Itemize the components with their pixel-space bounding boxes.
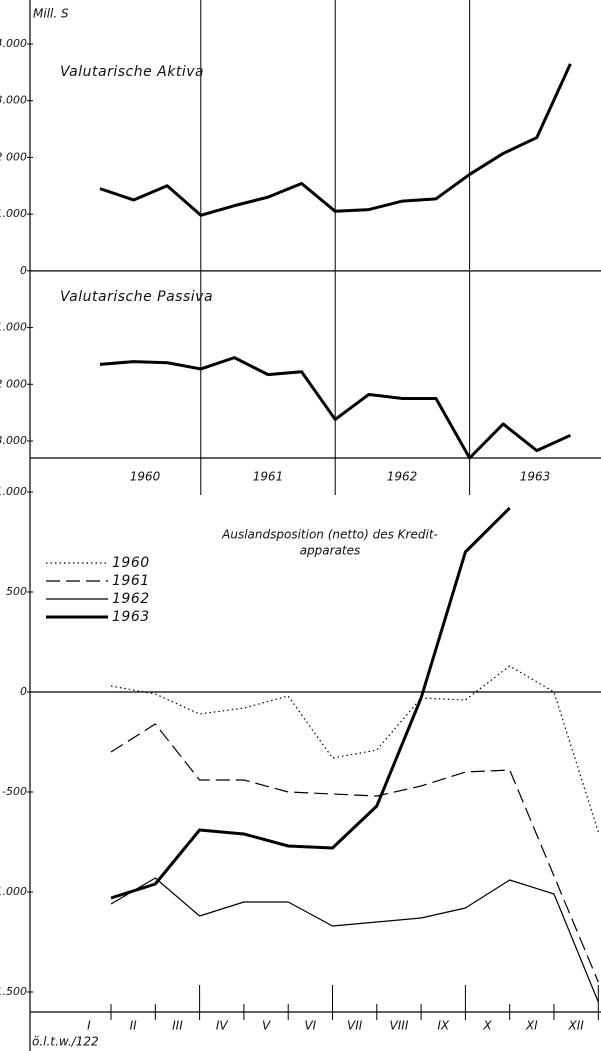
- data-line: [110, 665, 599, 833]
- y-tick-label: -1.000: [0, 885, 27, 898]
- y-tick-label: 0: [20, 264, 27, 277]
- x-tick-label: IX: [437, 1019, 450, 1033]
- year-label: 1960: [130, 470, 161, 484]
- legend-label: 1962: [112, 591, 150, 607]
- x-tick-label: XII: [567, 1019, 584, 1033]
- year-label: 1963: [520, 470, 551, 484]
- legend-label: 1961: [112, 573, 150, 589]
- y-tick-label: 2 000: [0, 150, 27, 163]
- y-unit-label: Mill. S: [33, 7, 69, 21]
- x-tick-label: II: [130, 1019, 138, 1033]
- y-tick-label: -2 000: [0, 377, 27, 390]
- x-tick-label: IV: [216, 1019, 229, 1033]
- y-tick-label: -1.000: [0, 321, 27, 334]
- data-line: [99, 356, 572, 460]
- chart-title: apparates: [300, 544, 361, 558]
- year-label: 1962: [387, 470, 418, 484]
- data-line: [110, 877, 599, 1003]
- legend-label: 1960: [112, 555, 150, 571]
- data-line: [110, 723, 599, 983]
- y-tick-label: -500: [2, 785, 27, 798]
- y-tick-label: 1.000: [0, 207, 27, 220]
- x-tick-label: VI: [304, 1019, 316, 1033]
- y-tick-label: -1.500: [0, 985, 27, 998]
- x-tick-label: VII: [347, 1019, 363, 1033]
- footer: ö.l.t.w./122: [32, 1035, 99, 1049]
- series-label: Valutarische Passiva: [60, 289, 213, 305]
- data-line: [110, 506, 511, 900]
- x-tick-label: V: [262, 1019, 271, 1033]
- y-tick-label: 500: [6, 585, 27, 598]
- y-tick-label: 0: [20, 685, 27, 698]
- year-label: 1961: [253, 470, 284, 484]
- x-tick-label: X: [482, 1019, 492, 1033]
- series-label: Valutarische Aktiva: [60, 64, 204, 80]
- y-tick-label: 3.000: [0, 94, 27, 107]
- x-tick-label: III: [172, 1019, 183, 1033]
- x-tick-label: XI: [525, 1019, 538, 1033]
- data-line: [99, 63, 572, 217]
- x-tick-label: I: [87, 1019, 91, 1033]
- y-tick-label: -3.000: [0, 434, 27, 447]
- x-tick-label: VIII: [390, 1019, 409, 1033]
- y-tick-label: 1.000: [0, 485, 27, 498]
- legend-label: 1963: [112, 609, 150, 625]
- y-tick-label: 4.000: [0, 37, 27, 50]
- chart-title: Auslandsposition (netto) des Kredit-: [221, 528, 438, 542]
